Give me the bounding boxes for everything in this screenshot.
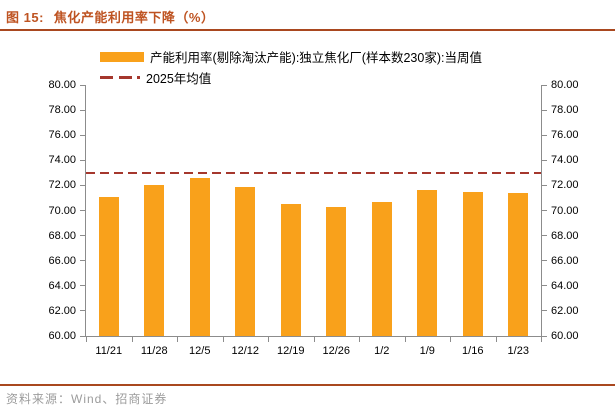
bar-12/26 (326, 206, 347, 336)
y-axis-tick-left (80, 109, 85, 111)
x-axis-label: 1/23 (507, 345, 529, 357)
y-axis-label-left: 74.00 (48, 154, 76, 167)
y-axis-tick-right (542, 84, 547, 86)
x-axis-tick (222, 337, 224, 342)
y-axis-tick-right (542, 310, 547, 312)
x-axis-tick (495, 337, 497, 342)
bar-1/16 (462, 191, 483, 336)
figure-title: 焦化产能利用率下降（%） (53, 10, 215, 25)
x-axis-label: 1/2 (374, 345, 390, 357)
average-line (86, 171, 541, 174)
bar-11/21 (98, 196, 119, 336)
x-axis-tick (450, 337, 451, 342)
y-axis-label-right: 74.00 (551, 154, 579, 167)
y-axis-tick-right (542, 335, 547, 337)
legend-item-average: 2025年均值 (100, 67, 482, 88)
bar-11/28 (144, 185, 165, 336)
x-axis-label: 11/28 (140, 345, 168, 357)
chart-legend: 产能利用率(剔除淘汰产能):独立焦化厂(样本数230家):当周值 2025年均值 (100, 46, 482, 88)
legend-series-label: 产能利用率(剔除淘汰产能):独立焦化厂(样本数230家):当周值 (150, 51, 482, 65)
y-axis-label-left: 62.00 (48, 304, 76, 317)
plot-area: 80.00 80.00 78.00 78.00 76.00 76.00 74.00 74.00… (48, 79, 578, 357)
x-axis-label: 12/5 (189, 345, 211, 357)
y-axis-label-left: 70.00 (48, 204, 76, 217)
x-axis-tick (359, 337, 360, 342)
bar-12/12 (235, 186, 256, 336)
y-axis-label-right: 66.00 (551, 254, 579, 267)
y-axis-tick-left (80, 84, 85, 86)
x-axis-label: 12/12 (231, 345, 260, 357)
bar-1/2 (371, 201, 392, 336)
y-axis-label-left: 68.00 (48, 229, 76, 242)
y-axis-label-right: 64.00 (551, 279, 579, 292)
legend-average-label: 2025年均值 (146, 72, 212, 86)
bar-1/9 (417, 190, 438, 336)
x-axis-tick (404, 337, 406, 342)
y-axis-tick-left (80, 184, 85, 186)
y-axis-tick-right (542, 260, 547, 262)
bar-12/19 (280, 204, 301, 336)
y-axis-tick-left (80, 285, 85, 287)
y-axis-label-left: 64.00 (48, 279, 76, 292)
y-axis-tick-left (80, 335, 85, 337)
y-axis-label-left: 60.00 (48, 330, 76, 342)
y-axis-tick-left (80, 159, 85, 161)
y-axis-tick-right (542, 159, 547, 161)
y-axis-tick-right (542, 210, 547, 211)
y-axis-label-right: 60.00 (551, 330, 579, 342)
y-axis-label-left: 76.00 (48, 129, 76, 142)
y-axis-label-left: 72.00 (48, 179, 76, 192)
bar-12/5 (189, 177, 210, 336)
x-axis-tick (313, 337, 315, 342)
y-axis-label-left: 78.00 (48, 104, 76, 117)
figure-number-label: 图 15: (6, 10, 44, 25)
y-axis-label-left: 80.00 (48, 79, 76, 91)
source-note: 资料来源：Wind、招商证券 (6, 392, 168, 406)
y-axis-tick-left (80, 210, 85, 211)
legend-item-series: 产能利用率(剔除淘汰产能):独立焦化厂(样本数230家):当周值 (100, 46, 482, 67)
x-axis-label: 1/16 (462, 345, 484, 357)
legend-dashed-line-icon (100, 76, 142, 79)
y-axis-tick-left (80, 310, 85, 312)
y-axis-label-right: 78.00 (551, 104, 579, 117)
y-axis-label-right: 76.00 (551, 129, 579, 142)
y-axis-tick-right (542, 109, 547, 111)
footer-divider (0, 384, 615, 386)
y-axis-label-right: 72.00 (551, 179, 579, 192)
y-axis-label-right: 62.00 (551, 304, 579, 317)
y-axis-tick-right (542, 285, 547, 287)
x-axis-label: 1/9 (419, 345, 435, 357)
x-axis-label: 12/26 (322, 345, 351, 357)
y-axis-label-right: 80.00 (551, 79, 579, 91)
x-axis-tick (541, 337, 542, 342)
y-axis-label-left: 66.00 (48, 254, 76, 267)
bar-1/23 (508, 192, 529, 336)
y-axis-tick-right (542, 235, 547, 237)
title-divider (0, 29, 615, 31)
y-axis-tick-left (80, 134, 85, 136)
x-axis-label: 11/21 (95, 345, 123, 357)
x-axis-tick (86, 337, 87, 342)
legend-bar-swatch-icon (100, 51, 144, 62)
y-axis-tick-right (542, 134, 547, 136)
y-axis-label-right: 70.00 (551, 204, 579, 217)
y-axis-tick-left (80, 260, 85, 262)
y-axis-tick-right (542, 184, 547, 186)
y-axis-tick-left (80, 235, 85, 237)
x-axis-label: 12/19 (276, 345, 305, 357)
x-axis-tick (177, 337, 178, 342)
y-axis-label-right: 68.00 (551, 229, 579, 242)
figure-header: 图 15: 焦化产能利用率下降（%） (6, 7, 214, 26)
x-axis-tick (131, 337, 133, 342)
x-axis-tick (268, 337, 269, 342)
